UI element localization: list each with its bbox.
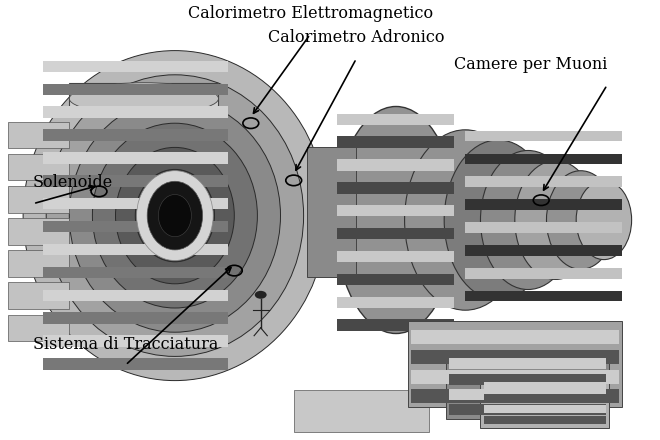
Ellipse shape xyxy=(405,130,526,310)
FancyBboxPatch shape xyxy=(8,282,69,309)
FancyBboxPatch shape xyxy=(465,176,622,187)
FancyBboxPatch shape xyxy=(43,335,228,347)
FancyBboxPatch shape xyxy=(465,154,622,164)
FancyBboxPatch shape xyxy=(337,159,454,171)
FancyBboxPatch shape xyxy=(465,268,622,279)
FancyBboxPatch shape xyxy=(411,350,619,364)
Ellipse shape xyxy=(576,180,632,260)
Text: Sistema di Tracciatura: Sistema di Tracciatura xyxy=(33,336,218,353)
FancyBboxPatch shape xyxy=(8,154,69,180)
FancyBboxPatch shape xyxy=(465,245,622,256)
Ellipse shape xyxy=(115,147,234,284)
FancyBboxPatch shape xyxy=(465,222,622,233)
FancyBboxPatch shape xyxy=(43,106,228,118)
FancyBboxPatch shape xyxy=(484,405,606,413)
FancyBboxPatch shape xyxy=(484,394,606,402)
Ellipse shape xyxy=(147,181,203,250)
FancyBboxPatch shape xyxy=(411,330,619,345)
FancyBboxPatch shape xyxy=(69,83,218,114)
FancyBboxPatch shape xyxy=(449,374,606,385)
FancyBboxPatch shape xyxy=(480,376,609,428)
FancyBboxPatch shape xyxy=(43,221,228,232)
Ellipse shape xyxy=(546,171,615,269)
Ellipse shape xyxy=(444,140,552,300)
FancyBboxPatch shape xyxy=(43,61,228,72)
Text: Camere per Muoni: Camere per Muoni xyxy=(454,55,607,73)
FancyBboxPatch shape xyxy=(465,199,622,210)
FancyBboxPatch shape xyxy=(43,198,228,209)
Ellipse shape xyxy=(480,150,576,290)
FancyBboxPatch shape xyxy=(43,312,228,324)
Text: Calorimetro Elettromagnetico: Calorimetro Elettromagnetico xyxy=(187,5,433,22)
FancyBboxPatch shape xyxy=(449,404,606,415)
FancyBboxPatch shape xyxy=(337,228,454,239)
FancyBboxPatch shape xyxy=(8,250,69,277)
Ellipse shape xyxy=(69,83,218,114)
FancyBboxPatch shape xyxy=(408,321,622,407)
FancyBboxPatch shape xyxy=(411,389,619,403)
FancyBboxPatch shape xyxy=(337,136,454,148)
FancyBboxPatch shape xyxy=(43,358,228,370)
FancyBboxPatch shape xyxy=(337,319,454,331)
FancyBboxPatch shape xyxy=(43,152,228,164)
Ellipse shape xyxy=(92,123,257,308)
Ellipse shape xyxy=(135,169,214,262)
FancyBboxPatch shape xyxy=(449,389,606,400)
FancyBboxPatch shape xyxy=(337,274,454,285)
FancyBboxPatch shape xyxy=(337,182,454,194)
FancyBboxPatch shape xyxy=(484,382,606,391)
Text: Solenoide: Solenoide xyxy=(33,174,114,191)
FancyBboxPatch shape xyxy=(337,251,454,262)
FancyBboxPatch shape xyxy=(43,84,228,95)
FancyBboxPatch shape xyxy=(8,122,69,148)
FancyBboxPatch shape xyxy=(8,218,69,245)
Ellipse shape xyxy=(23,51,327,381)
Circle shape xyxy=(255,291,267,299)
Text: Calorimetro Adronico: Calorimetro Adronico xyxy=(268,29,445,46)
Ellipse shape xyxy=(158,194,191,237)
Ellipse shape xyxy=(515,161,597,279)
FancyBboxPatch shape xyxy=(307,147,356,277)
Ellipse shape xyxy=(335,106,457,334)
FancyBboxPatch shape xyxy=(411,370,619,384)
FancyBboxPatch shape xyxy=(337,297,454,308)
Ellipse shape xyxy=(137,171,213,260)
FancyBboxPatch shape xyxy=(43,129,228,141)
FancyBboxPatch shape xyxy=(449,359,606,370)
FancyBboxPatch shape xyxy=(294,390,429,432)
FancyBboxPatch shape xyxy=(43,290,228,301)
FancyBboxPatch shape xyxy=(484,416,606,424)
FancyBboxPatch shape xyxy=(43,244,228,255)
FancyBboxPatch shape xyxy=(43,175,228,187)
FancyBboxPatch shape xyxy=(43,267,228,278)
Ellipse shape xyxy=(69,99,280,332)
FancyBboxPatch shape xyxy=(446,351,609,419)
FancyBboxPatch shape xyxy=(337,114,454,125)
FancyBboxPatch shape xyxy=(465,131,622,141)
FancyBboxPatch shape xyxy=(337,205,454,216)
FancyBboxPatch shape xyxy=(8,186,69,213)
FancyBboxPatch shape xyxy=(8,315,69,341)
FancyBboxPatch shape xyxy=(465,291,622,301)
Ellipse shape xyxy=(46,75,304,356)
